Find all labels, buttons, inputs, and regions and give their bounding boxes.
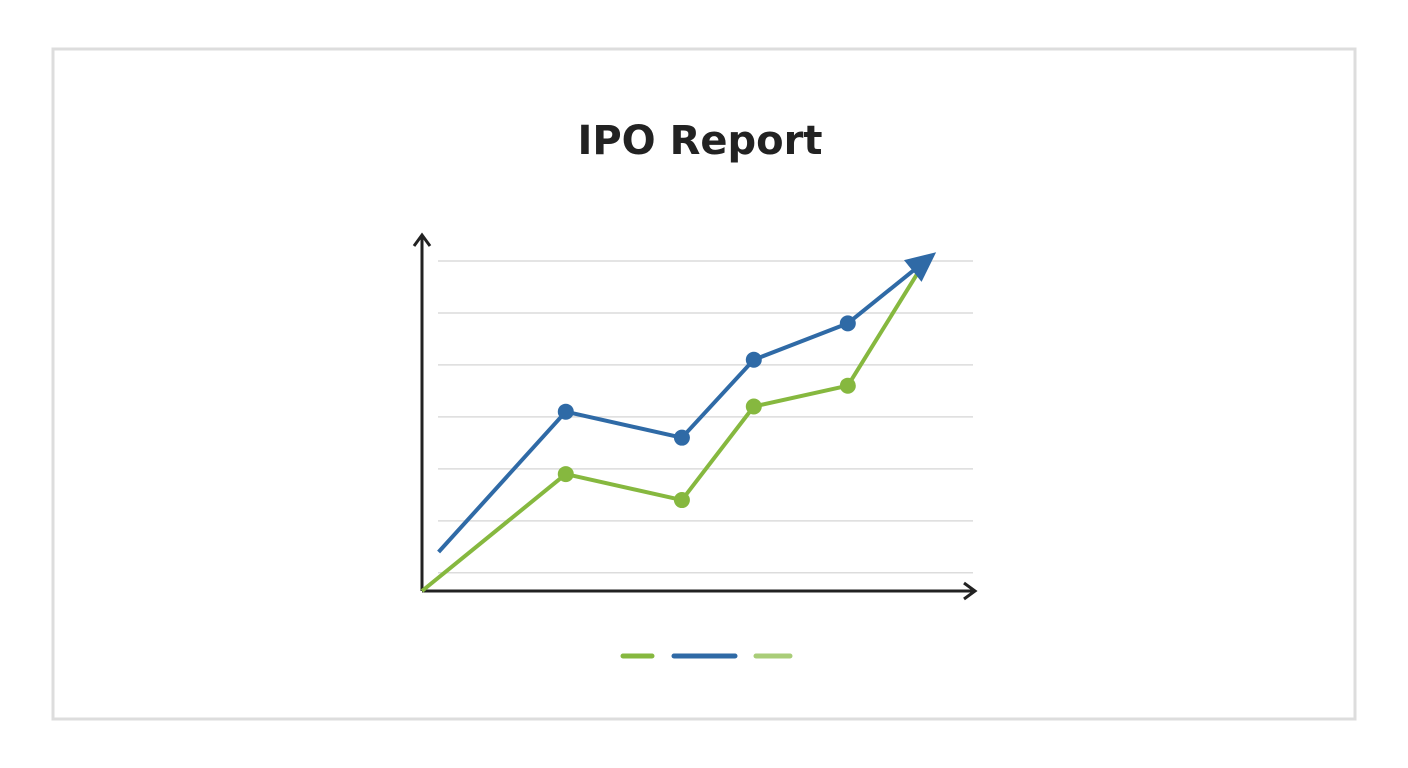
frame <box>51 47 1357 721</box>
plot <box>420 252 937 593</box>
data-point <box>839 377 856 394</box>
data-point <box>839 315 856 332</box>
y-axis-arrow <box>412 232 432 247</box>
data-point <box>745 351 762 368</box>
data-point <box>673 492 690 509</box>
axes <box>412 232 978 601</box>
data-point <box>557 466 574 483</box>
grid <box>438 260 973 574</box>
data-point <box>557 403 574 420</box>
data-point <box>673 429 690 446</box>
arrow-head <box>903 252 937 282</box>
chart-title: IPO Report <box>577 118 822 164</box>
data-point <box>745 398 762 415</box>
series-line <box>437 259 927 554</box>
series-line <box>420 259 927 593</box>
x-axis-arrow <box>963 581 978 601</box>
